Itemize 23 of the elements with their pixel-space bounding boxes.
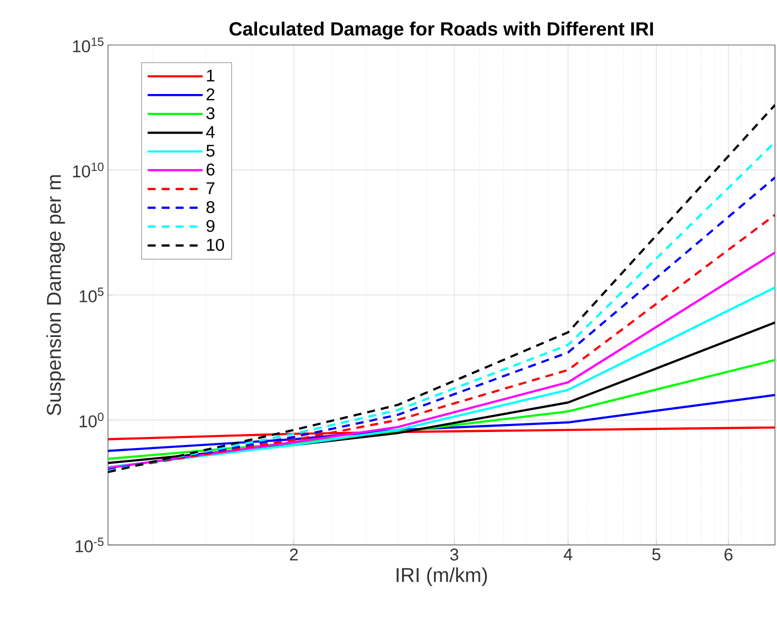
chart-title: Calculated Damage for Roads with Different IRI [230,22,653,40]
y-tick-label: 10$^{-5}$ [76,538,104,552]
legend-label: 1 [207,70,214,82]
legend-label: 10 [207,238,224,251]
legend-label: 6 [206,164,214,176]
x-tick-label: 2 [290,548,298,560]
legend-label: 4 [206,126,215,138]
legend-label: 9 [206,220,214,232]
y-tick-label: 10$^{0}$ [80,412,104,428]
x-axis-title: IRI (m/km) [396,567,487,586]
x-tick-label: 5 [652,548,660,560]
legend-label: 7 [206,182,214,194]
legend-label: 8 [206,201,214,214]
y-tick-label: 10$^{5}$ [80,288,104,302]
legend-label: 5 [206,144,214,157]
legend-label: 3 [206,107,214,120]
y-tick-label: 10$^{10}$ [73,162,104,178]
y-axis-title: Suspension Damage per m [46,175,65,416]
x-tick-label: 6 [724,548,732,561]
legend-label: 2 [206,88,214,100]
y-tick-label: 10$^{15}$ [73,38,104,52]
x-tick-label: 4 [564,548,572,560]
x-tick-label: 3 [450,548,458,561]
